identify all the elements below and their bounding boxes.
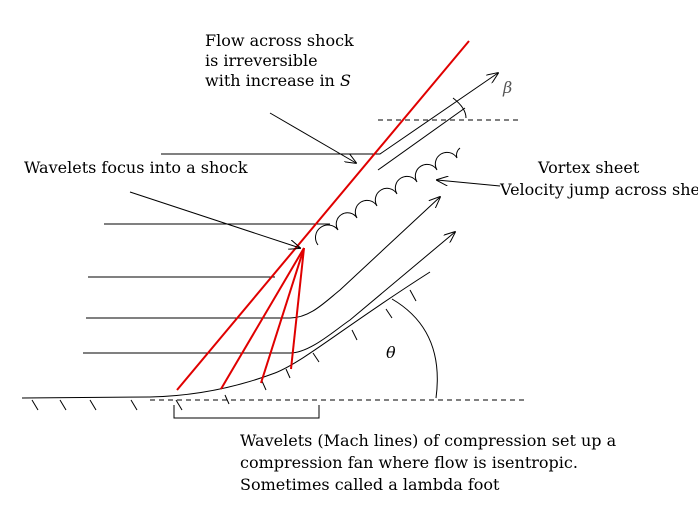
- label-increase-in-s: with increase in S: [205, 71, 351, 90]
- streamlines: [83, 73, 498, 354]
- beta-arc: [452, 97, 467, 119]
- label-fan-line-1: Wavelets (Mach lines) of compression set…: [240, 431, 617, 450]
- lambda-foot-bracket: [173, 405, 320, 419]
- shock-system: [176, 40, 470, 391]
- compression-wave-1: [220, 247, 305, 390]
- arrow-vortex: [437, 180, 501, 187]
- streamline-5: [161, 73, 498, 155]
- streamline-2: [86, 197, 440, 319]
- streamline-1: [83, 232, 455, 354]
- main-shock: [176, 40, 470, 391]
- arrow-focus: [129, 191, 300, 248]
- label-theta: θ: [386, 343, 396, 362]
- label-beta: β: [502, 78, 512, 97]
- arrow-irreversible: [269, 112, 356, 163]
- label-velocity-jump: Velocity jump across sheet: [499, 180, 698, 199]
- label-vortex-sheet: Vortex sheet: [537, 158, 640, 177]
- theta-arc: [391, 298, 438, 399]
- compression-wave-3: [290, 247, 305, 370]
- streamline-6: [377, 107, 466, 171]
- vortex-sheet: [315, 147, 461, 246]
- label-is-irreversible: is irreversible: [205, 51, 318, 70]
- wall-surface: [21, 271, 431, 399]
- label-flow-across-shock: Flow across shock: [205, 31, 354, 50]
- wall-hatching: [31, 289, 417, 411]
- label-fan-line-2: compression fan where flow is isentropic…: [240, 453, 578, 472]
- label-wavelets-focus: Wavelets focus into a shock: [24, 158, 248, 177]
- compression-wave-2: [260, 247, 305, 384]
- label-fan-line-3: Sometimes called a lambda foot: [240, 475, 500, 494]
